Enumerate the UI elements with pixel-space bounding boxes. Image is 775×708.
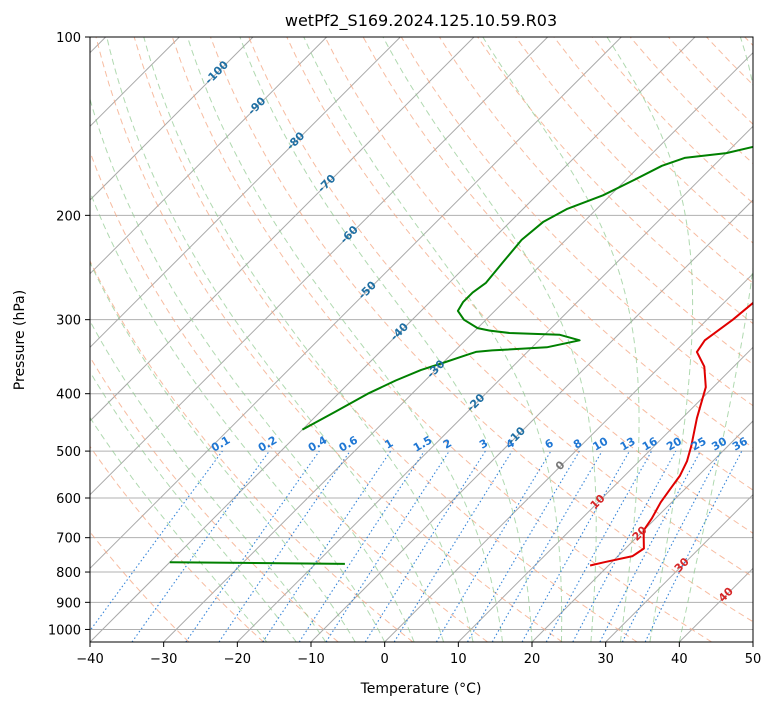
y-tick-label: 1000 xyxy=(48,623,81,638)
x-tick-label: 50 xyxy=(745,652,762,667)
profile-line-2 xyxy=(169,561,345,565)
x-tick-label: 20 xyxy=(524,652,541,667)
mixing-ratio-line xyxy=(325,450,450,642)
moist-adiabat-line xyxy=(106,37,445,642)
x-tick-label: −10 xyxy=(297,652,324,667)
mixing-ratio-line xyxy=(298,450,425,642)
isotherm-line xyxy=(605,493,753,642)
dry-adiabat-line xyxy=(171,37,712,642)
dry-adiabat-line xyxy=(591,37,753,204)
isotherm-line xyxy=(752,641,753,642)
y-tick-label: 100 xyxy=(56,31,81,46)
mixing-ratio-line xyxy=(572,450,677,642)
moist-adiabat-line xyxy=(382,37,597,642)
dry-adiabat-line xyxy=(90,356,339,642)
mixing-ratio-line xyxy=(364,450,486,642)
dry-adiabat-line xyxy=(90,150,488,642)
mixing-ratio-line xyxy=(131,450,270,642)
mixing-ratio-line xyxy=(393,450,513,642)
mixing-ratio-line xyxy=(185,450,320,642)
dry-adiabat-line xyxy=(744,37,753,47)
dry-adiabat-line xyxy=(553,37,753,244)
dry-adiabat-line xyxy=(90,531,190,642)
dry-adiabat-line xyxy=(90,259,414,642)
isotherm-line xyxy=(90,37,254,201)
moist-adiabat-line xyxy=(90,261,356,642)
chart-title: wetPf2_S169.2024.125.10.59.R03 xyxy=(285,11,557,31)
dry-adiabat-line xyxy=(706,37,753,86)
isotherm-line xyxy=(90,37,475,422)
isotherm-line xyxy=(678,567,753,642)
moist-adiabat-line xyxy=(90,416,268,642)
isotherm-line xyxy=(236,125,753,642)
moist-adiabat-line xyxy=(90,97,415,642)
mixing-ratio-line xyxy=(218,450,351,642)
profile-line-3 xyxy=(301,145,753,431)
mixing-ratio-label: 6 xyxy=(543,436,556,451)
y-tick-label: 900 xyxy=(56,596,81,611)
moist-adiabat-line xyxy=(90,370,297,642)
dry-adiabat-line xyxy=(324,37,753,491)
y-tick-label: 600 xyxy=(56,492,81,507)
moist-adiabat-line xyxy=(90,190,386,642)
dry-adiabat-line xyxy=(286,37,753,534)
mixing-ratio-line xyxy=(599,450,701,642)
dry-adiabat-line xyxy=(95,37,563,642)
x-tick-label: 0 xyxy=(381,652,389,667)
y-tick-label: 400 xyxy=(56,388,81,403)
dry-adiabat-line xyxy=(248,37,753,578)
isotherm-line xyxy=(90,37,549,496)
moist-adiabat-line xyxy=(678,37,753,642)
moist-adiabat-line xyxy=(239,37,533,642)
isotherm-line xyxy=(457,346,753,642)
plot-frame xyxy=(89,36,754,643)
y-tick-label: 700 xyxy=(56,532,81,547)
dry-adiabat-line xyxy=(668,37,753,125)
mixing-ratio-line xyxy=(644,450,743,642)
isotherm-line xyxy=(90,37,328,275)
moist-adiabat-line xyxy=(143,37,474,642)
moist-adiabat-line xyxy=(606,37,694,642)
isotherm-line xyxy=(531,420,753,642)
dry-adiabat-line xyxy=(90,445,264,642)
dry-adiabat-line xyxy=(515,37,753,284)
isotherm-line xyxy=(90,37,696,642)
y-tick-label: 300 xyxy=(56,314,81,329)
isotherm-line xyxy=(163,51,753,642)
y-axis-label: Pressure (hPa) xyxy=(12,290,28,390)
moist-adiabat-line xyxy=(303,37,563,642)
y-tick-label: 800 xyxy=(56,566,81,581)
y-tick-label: 200 xyxy=(56,209,81,224)
dry-adiabat-line xyxy=(133,37,638,642)
dry-adiabat-line xyxy=(210,37,753,623)
x-axis-label: Temperature (°C) xyxy=(360,681,482,697)
mixing-ratio-label: 2 xyxy=(441,437,454,452)
x-tick-label: −30 xyxy=(150,652,177,667)
profile-line-1 xyxy=(589,301,753,567)
moist-adiabat-line xyxy=(90,320,327,642)
moist-adiabat-line xyxy=(187,37,503,642)
mixing-ratio-line xyxy=(545,450,653,642)
mixing-ratio-line xyxy=(521,450,630,642)
isotherm-line xyxy=(384,272,753,642)
isotherm-line xyxy=(90,37,401,349)
x-tick-label: 10 xyxy=(450,652,467,667)
mixing-ratio-line xyxy=(467,450,580,642)
x-tick-label: −20 xyxy=(224,652,251,667)
y-tick-label: 500 xyxy=(56,445,81,460)
moist-adiabat-line xyxy=(482,37,640,642)
isotherm-line xyxy=(90,37,622,570)
x-tick-label: 30 xyxy=(597,652,614,667)
mixing-ratio-line xyxy=(262,450,392,642)
x-tick-label: −40 xyxy=(76,652,103,667)
x-tick-label: 40 xyxy=(671,652,688,667)
mixing-ratio-line xyxy=(90,450,223,632)
